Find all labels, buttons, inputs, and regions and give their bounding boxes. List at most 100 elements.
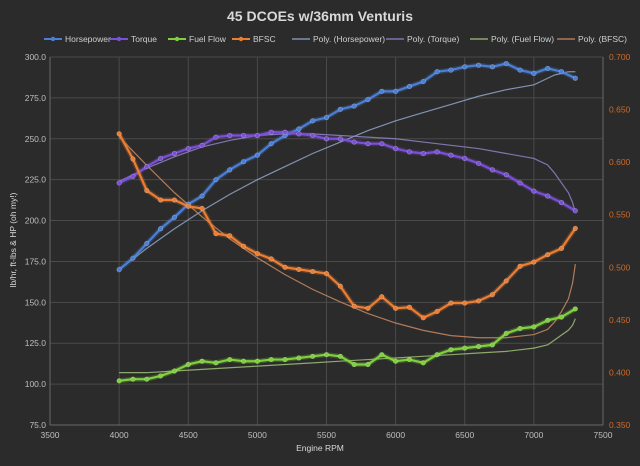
- data-point-bfsc: [462, 300, 468, 306]
- data-point-horsepower: [420, 78, 426, 85]
- data-point-horsepower: [351, 103, 357, 109]
- data-point-horsepower: [171, 214, 178, 220]
- data-point-fuel-flow: [199, 358, 205, 364]
- data-point-horsepower: [448, 67, 454, 73]
- data-point-torque: [171, 150, 178, 157]
- series-glow-bfsc: [116, 132, 578, 321]
- data-point-fuel-flow: [448, 347, 454, 353]
- data-point-bfsc: [144, 187, 150, 194]
- data-point-bfsc: [448, 300, 454, 306]
- data-point-bfsc: [475, 298, 482, 304]
- data-point-torque: [572, 208, 578, 214]
- data-point-bfsc: [558, 245, 565, 251]
- data-point-bfsc: [572, 225, 578, 231]
- y2-tick-label: 0.450: [609, 315, 631, 325]
- series-glow-horsepower: [117, 61, 577, 272]
- data-point-fuel-flow: [365, 361, 371, 368]
- data-point-bfsc: [227, 233, 233, 239]
- data-point-bfsc: [254, 251, 260, 257]
- data-point-fuel-flow: [420, 360, 426, 366]
- data-point-torque: [462, 155, 468, 162]
- data-point-horsepower: [434, 69, 440, 75]
- data-point-bfsc: [489, 292, 496, 298]
- data-point-horsepower: [406, 83, 413, 90]
- legend-label: Fuel Flow: [189, 34, 227, 44]
- y-tick-label: 100.0: [25, 379, 47, 389]
- y-tick-label: 200.0: [25, 216, 47, 226]
- data-point-bfsc: [393, 305, 399, 311]
- data-point-horsepower: [393, 88, 399, 94]
- legend: Horsepower Torque Fuel Flow BFSC Poly. (Hors…: [44, 34, 627, 44]
- x-tick-label: 3500: [41, 430, 60, 440]
- data-point-horsepower: [489, 64, 496, 70]
- data-point-bfsc: [323, 270, 330, 277]
- x-axis-title: Engine RPM: [296, 443, 344, 453]
- data-point-bfsc: [282, 264, 288, 270]
- data-point-bfsc: [545, 252, 551, 258]
- data-point-horsepower: [545, 65, 551, 72]
- data-point-bfsc: [296, 266, 302, 272]
- y-tick-label: 125.0: [25, 338, 47, 348]
- data-point-torque: [545, 193, 551, 199]
- data-point-torque: [268, 129, 274, 135]
- data-point-fuel-flow: [227, 356, 233, 363]
- data-point-torque: [213, 134, 219, 140]
- y-tick-label: 250.0: [25, 134, 47, 144]
- legend-label: Poly. (Torque): [407, 34, 459, 44]
- x-tick-label: 6500: [455, 430, 474, 440]
- y-tick-label: 75.0: [29, 420, 46, 430]
- data-point-torque: [254, 132, 260, 139]
- data-point-horsepower: [365, 96, 371, 103]
- data-point-torque: [406, 149, 413, 155]
- legend-label: Poly. (BFSC): [578, 34, 627, 44]
- data-point-horsepower: [572, 75, 578, 81]
- data-point-torque: [489, 167, 496, 173]
- data-point-bfsc: [310, 268, 316, 275]
- data-point-torque: [420, 150, 426, 157]
- data-point-horsepower: [227, 167, 233, 173]
- y-tick-label: 300.0: [25, 52, 47, 62]
- data-point-fuel-flow: [171, 368, 178, 374]
- data-point-fuel-flow: [531, 324, 537, 330]
- data-point-horsepower: [240, 159, 247, 165]
- legend-marker: [174, 36, 180, 42]
- data-point-fuel-flow: [185, 361, 191, 368]
- y2-tick-label: 0.650: [609, 105, 631, 115]
- data-point-fuel-flow: [379, 352, 385, 358]
- data-point-bfsc: [434, 308, 440, 315]
- data-point-torque: [379, 141, 385, 147]
- data-point-torque: [130, 173, 136, 179]
- data-point-torque: [337, 136, 343, 142]
- data-point-horsepower: [130, 255, 136, 261]
- data-point-fuel-flow: [406, 356, 413, 363]
- data-point-fuel-flow: [240, 358, 247, 364]
- series: [116, 60, 578, 384]
- data-point-bfsc: [213, 231, 219, 237]
- data-point-fuel-flow: [310, 353, 316, 359]
- data-point-bfsc: [531, 259, 537, 265]
- data-point-horsepower: [116, 267, 122, 273]
- data-point-fuel-flow: [475, 343, 482, 350]
- data-point-bfsc: [116, 131, 122, 137]
- data-point-fuel-flow: [434, 352, 440, 358]
- legend-marker: [116, 36, 122, 42]
- data-point-torque: [310, 132, 316, 139]
- legend-marker: [50, 36, 56, 42]
- data-point-bfsc: [158, 197, 164, 203]
- data-point-bfsc: [171, 197, 178, 203]
- legend-label: Poly. (Fuel Flow): [491, 34, 554, 44]
- series-horsepower: [116, 60, 578, 273]
- data-point-fuel-flow: [558, 314, 565, 320]
- data-point-horsepower: [517, 67, 523, 73]
- data-point-fuel-flow: [517, 325, 523, 332]
- data-point-bfsc: [185, 203, 191, 209]
- data-point-bfsc: [517, 263, 523, 269]
- legend-label: BFSC: [253, 34, 276, 44]
- y2-tick-label: 0.600: [609, 157, 631, 167]
- data-point-horsepower: [296, 126, 302, 132]
- x-tick-label: 4500: [179, 430, 198, 440]
- series-bfsc: [116, 131, 578, 321]
- data-point-torque: [227, 132, 233, 139]
- data-point-bfsc: [503, 278, 509, 284]
